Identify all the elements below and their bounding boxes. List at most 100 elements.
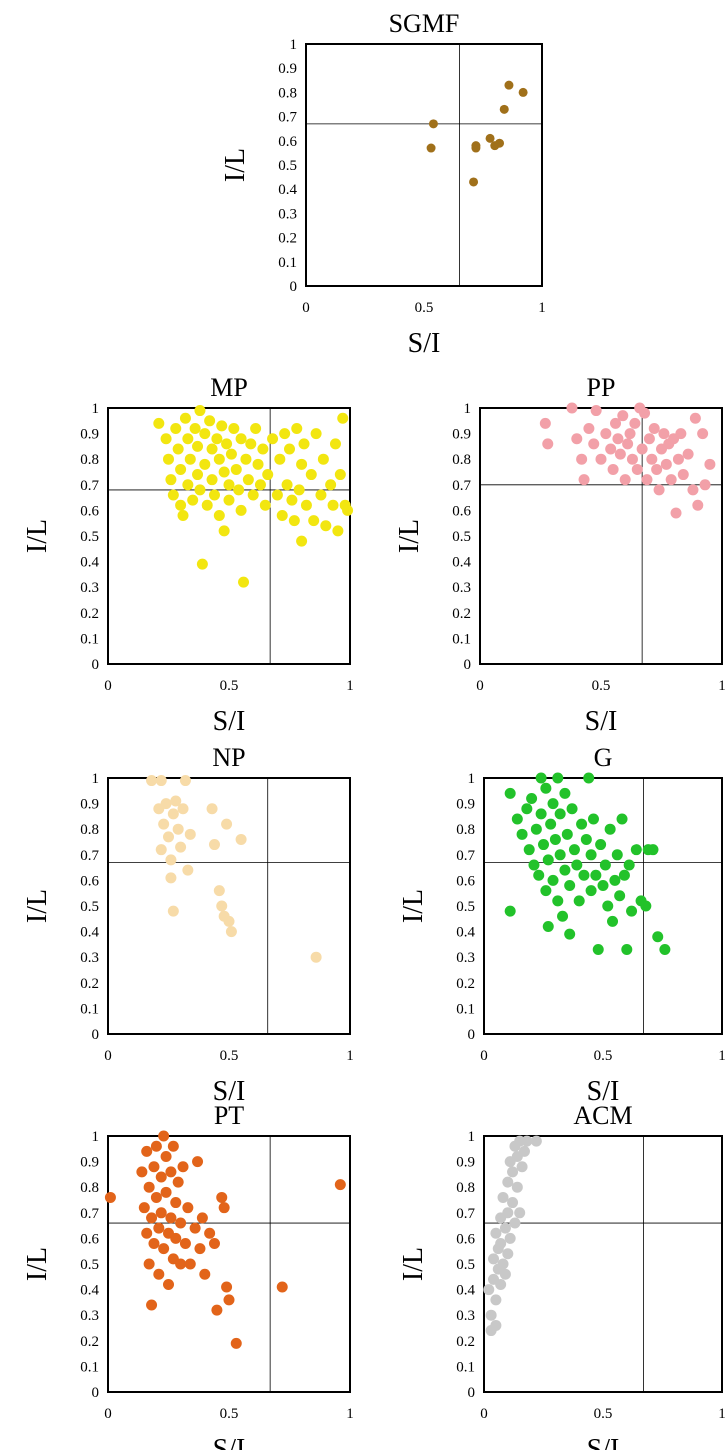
data-point (609, 874, 621, 886)
data-point (167, 905, 179, 917)
data-point (571, 433, 583, 445)
y-tick-label: 0.4 (278, 182, 297, 198)
plot-frame (305, 43, 543, 287)
data-point (211, 1304, 223, 1316)
data-point (559, 864, 571, 876)
data-point (206, 443, 218, 455)
data-point (509, 1217, 521, 1229)
data-point (618, 869, 630, 881)
y-tick-label: 0.2 (456, 1334, 475, 1350)
data-point (201, 499, 213, 511)
x-tick-label: 0 (104, 678, 112, 694)
data-point (298, 438, 310, 450)
y-tick-label: 0.1 (456, 1359, 475, 1375)
data-point (640, 900, 652, 912)
data-point (617, 410, 629, 422)
data-point (616, 813, 628, 825)
data-point (182, 479, 194, 491)
chart-title: PP (587, 373, 616, 402)
data-point (320, 520, 332, 532)
y-tick-label: 0.2 (278, 231, 297, 247)
data-point (146, 1299, 158, 1311)
data-point (600, 428, 612, 440)
data-point (177, 1161, 189, 1173)
data-point (182, 864, 194, 876)
data-point (192, 469, 204, 481)
y-axis-label: I/L (22, 889, 53, 923)
data-point (590, 405, 602, 417)
data-point (599, 859, 611, 871)
data-point (564, 880, 576, 892)
data-point (163, 1278, 174, 1290)
x-tick-label: 1 (346, 1406, 354, 1422)
y-tick-label: 0.8 (456, 822, 475, 838)
data-point (317, 453, 329, 465)
data-point (250, 422, 262, 434)
data-point (327, 499, 339, 511)
data-point (623, 859, 635, 871)
data-point (504, 80, 514, 90)
y-tick-label: 1 (290, 37, 298, 53)
y-tick-label: 0.7 (456, 848, 475, 864)
y-tick-label: 0.6 (80, 873, 99, 889)
data-point (170, 795, 182, 807)
data-point (221, 1281, 233, 1293)
data-point (146, 1212, 158, 1224)
data-point (622, 438, 634, 450)
data-point (143, 1181, 155, 1193)
data-point (538, 839, 549, 851)
data-point (189, 422, 201, 434)
y-tick-label: 0 (92, 1027, 100, 1043)
data-point (604, 823, 616, 835)
data-point (182, 1202, 194, 1214)
y-tick-label: 0.1 (80, 1359, 99, 1375)
x-tick-label: 1 (718, 1406, 725, 1422)
data-point (428, 119, 438, 129)
x-tick-label: 0 (480, 1406, 488, 1422)
x-axis-label: S/I (585, 706, 618, 737)
data-point (521, 803, 533, 815)
data-point (605, 443, 617, 455)
y-tick-label: 0.8 (80, 452, 99, 468)
data-point (167, 1140, 179, 1152)
data-point (329, 438, 341, 450)
chart-title: PT (214, 1101, 244, 1130)
data-point (614, 890, 626, 902)
data-point (528, 859, 540, 871)
data-point (276, 510, 288, 522)
data-point (230, 1337, 242, 1349)
data-point (699, 479, 711, 491)
x-tick-label: 0 (302, 300, 310, 316)
data-point (580, 833, 592, 845)
y-tick-label: 0 (92, 657, 100, 673)
data-point (165, 854, 177, 866)
data-point (163, 831, 174, 843)
data-point (172, 823, 184, 835)
data-point (296, 535, 308, 547)
data-point (490, 1319, 502, 1331)
data-point (497, 1191, 509, 1203)
data-point (184, 453, 196, 465)
data-point (196, 558, 208, 570)
data-point (223, 479, 235, 491)
data-point (585, 849, 597, 861)
data-point (175, 1258, 187, 1270)
data-point (499, 1222, 511, 1234)
y-tick-label: 0.2 (80, 1334, 99, 1350)
x-tick-label: 0.5 (220, 1406, 239, 1422)
data-point (675, 428, 687, 440)
y-tick-label: 0.2 (80, 606, 99, 622)
x-tick-label: 0 (104, 1406, 112, 1422)
data-point (626, 905, 638, 917)
y-tick-label: 0.6 (80, 1231, 99, 1247)
data-point (483, 1284, 495, 1296)
data-point (179, 775, 191, 787)
data-point (549, 833, 561, 845)
x-tick-label: 1 (346, 678, 354, 694)
data-point (165, 1166, 177, 1178)
data-point (552, 895, 564, 907)
data-point (587, 813, 599, 825)
data-point (590, 869, 602, 881)
y-tick-label: 0.5 (278, 158, 297, 174)
data-point (310, 428, 322, 440)
